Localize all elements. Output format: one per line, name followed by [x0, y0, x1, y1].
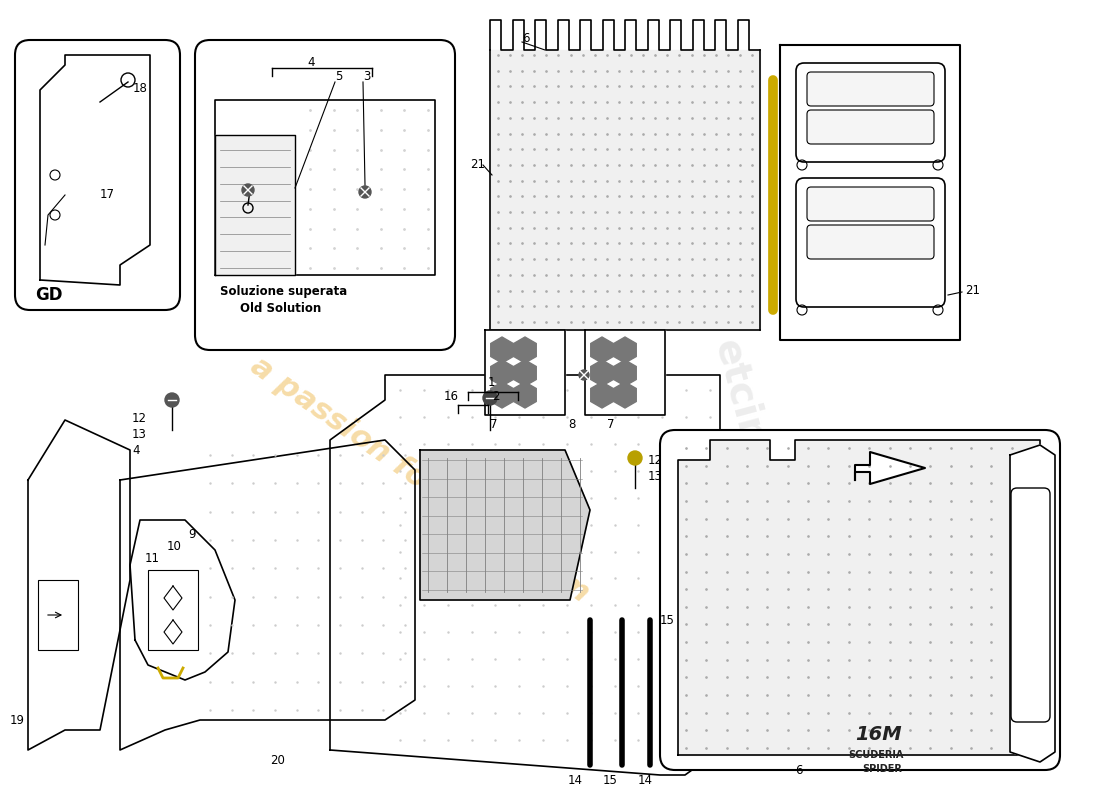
FancyBboxPatch shape — [807, 72, 934, 106]
Polygon shape — [614, 337, 636, 363]
Polygon shape — [214, 100, 434, 275]
Bar — [39, 580, 78, 650]
Text: a passion for parts.com: a passion for parts.com — [245, 351, 595, 609]
Text: 1: 1 — [488, 377, 495, 390]
Polygon shape — [120, 440, 415, 750]
Polygon shape — [490, 50, 760, 330]
Text: 4: 4 — [132, 443, 140, 457]
Text: 16M: 16M — [855, 725, 902, 744]
FancyBboxPatch shape — [807, 110, 934, 144]
Text: 6: 6 — [795, 763, 803, 777]
Text: 11: 11 — [145, 551, 160, 565]
Text: 14: 14 — [638, 774, 653, 786]
Polygon shape — [214, 135, 295, 275]
Text: GD: GD — [35, 286, 63, 304]
Text: 6: 6 — [522, 31, 529, 45]
Polygon shape — [130, 520, 235, 680]
Polygon shape — [855, 452, 925, 484]
Circle shape — [165, 393, 179, 407]
Text: 5: 5 — [336, 70, 342, 82]
FancyBboxPatch shape — [660, 430, 1060, 770]
Polygon shape — [678, 440, 1040, 755]
Text: 21: 21 — [470, 158, 485, 171]
Polygon shape — [780, 45, 960, 340]
Text: 3: 3 — [363, 70, 371, 82]
Text: 2: 2 — [492, 390, 499, 403]
Text: 10: 10 — [167, 541, 182, 554]
FancyBboxPatch shape — [195, 40, 455, 350]
Circle shape — [579, 370, 588, 380]
Text: 13: 13 — [132, 427, 147, 441]
FancyBboxPatch shape — [807, 187, 934, 221]
Circle shape — [628, 451, 642, 465]
FancyBboxPatch shape — [1011, 488, 1050, 722]
Polygon shape — [591, 382, 614, 408]
Circle shape — [242, 184, 254, 196]
Text: 12: 12 — [648, 454, 663, 466]
Text: 18: 18 — [133, 82, 147, 94]
Polygon shape — [591, 337, 614, 363]
Polygon shape — [591, 360, 614, 386]
Text: 9: 9 — [188, 529, 196, 542]
Text: 8: 8 — [568, 418, 575, 431]
Text: Soluzione superata: Soluzione superata — [220, 286, 348, 298]
Polygon shape — [514, 360, 537, 386]
Polygon shape — [491, 360, 514, 386]
Polygon shape — [1010, 445, 1055, 762]
Text: 21: 21 — [965, 283, 980, 297]
Text: 7: 7 — [607, 418, 615, 431]
Polygon shape — [585, 330, 666, 415]
Polygon shape — [614, 360, 636, 386]
FancyBboxPatch shape — [15, 40, 180, 310]
Text: 15: 15 — [603, 774, 618, 786]
Text: 16: 16 — [444, 390, 459, 403]
Polygon shape — [420, 450, 590, 600]
Polygon shape — [40, 55, 150, 285]
Text: 20: 20 — [270, 754, 285, 766]
Polygon shape — [614, 382, 636, 408]
Polygon shape — [491, 382, 514, 408]
Polygon shape — [28, 420, 130, 750]
Text: SCUDERIA: SCUDERIA — [848, 750, 903, 760]
Polygon shape — [514, 337, 537, 363]
Text: 13: 13 — [648, 470, 663, 482]
Polygon shape — [330, 375, 720, 775]
Circle shape — [483, 391, 497, 405]
FancyBboxPatch shape — [807, 225, 934, 259]
Text: etcindes: etcindes — [707, 335, 792, 525]
Bar — [148, 570, 198, 650]
Polygon shape — [485, 330, 565, 415]
Text: 17: 17 — [100, 189, 116, 202]
FancyBboxPatch shape — [796, 63, 945, 162]
Text: 19: 19 — [10, 714, 25, 726]
Circle shape — [359, 186, 371, 198]
Text: 4: 4 — [307, 55, 315, 69]
Text: 15: 15 — [660, 614, 675, 626]
Polygon shape — [514, 382, 537, 408]
FancyBboxPatch shape — [796, 178, 945, 307]
Text: Old Solution: Old Solution — [240, 302, 321, 314]
Text: 7: 7 — [490, 418, 497, 431]
Polygon shape — [491, 337, 514, 363]
Text: 14: 14 — [568, 774, 583, 786]
Text: 12: 12 — [132, 411, 147, 425]
Text: SPIDER: SPIDER — [862, 764, 902, 774]
